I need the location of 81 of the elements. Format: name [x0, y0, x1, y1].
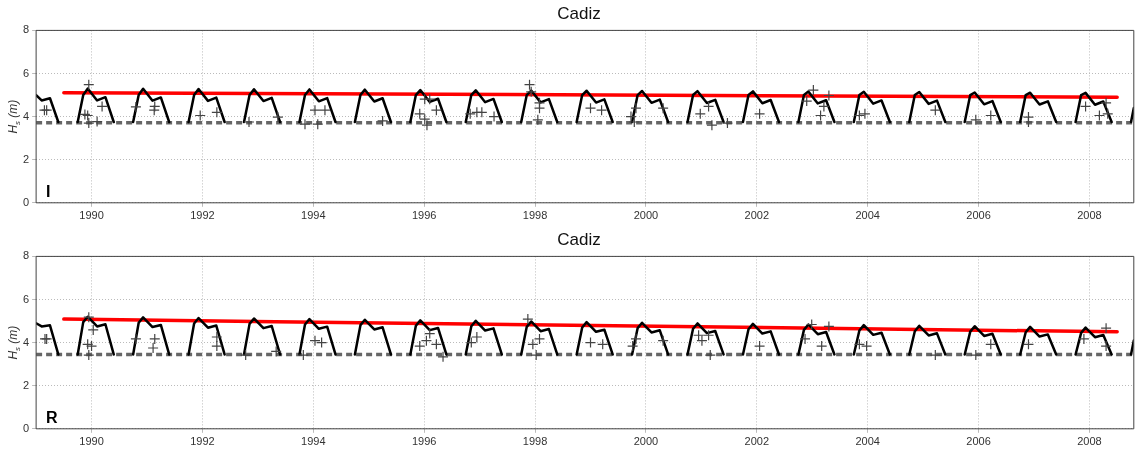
point [816, 340, 828, 352]
point [85, 340, 98, 352]
x-tick-label: 1994 [301, 209, 326, 222]
x-tick-label: 2008 [1077, 435, 1102, 448]
point [211, 340, 223, 352]
y-tick-label: 6 [22, 292, 30, 305]
x-tick-label: 2006 [966, 435, 991, 448]
point [149, 333, 161, 345]
x-tick-label: 2006 [966, 209, 991, 222]
x-tick-label: 2002 [744, 209, 770, 222]
x-tick-label: 2008 [1077, 209, 1102, 222]
point [309, 335, 321, 347]
point [211, 331, 223, 343]
y-tick-label: 8 [22, 249, 30, 262]
point [985, 338, 997, 350]
y-tick-label: 0 [22, 421, 30, 434]
point [297, 349, 309, 361]
x-tick-label: 2002 [744, 435, 770, 448]
point [83, 311, 95, 323]
point [806, 318, 818, 331]
point [240, 349, 252, 361]
point [465, 337, 477, 349]
point [627, 340, 639, 352]
point [657, 335, 669, 347]
point [853, 338, 865, 350]
chart-title: Cadiz [557, 3, 601, 23]
point [597, 338, 609, 350]
point [270, 345, 282, 358]
point [704, 349, 716, 361]
y-tick-label: 0 [22, 195, 30, 208]
point [799, 333, 811, 345]
y-tick-label: 4 [22, 335, 30, 348]
point [527, 338, 539, 350]
y-tick-label: 4 [22, 109, 30, 122]
point [1078, 333, 1090, 345]
point [530, 349, 542, 361]
point [130, 333, 142, 345]
y-tick-label: 8 [22, 23, 30, 36]
point [533, 333, 546, 345]
point [316, 337, 328, 349]
point [430, 338, 442, 350]
point [424, 327, 436, 340]
annotation: R [46, 408, 59, 426]
point [823, 320, 835, 333]
point [753, 340, 766, 352]
annotation: I [46, 182, 51, 200]
point [87, 324, 99, 336]
point [702, 329, 715, 341]
point [522, 313, 534, 325]
point [860, 340, 873, 352]
x-tick-label: 1996 [411, 435, 437, 448]
x-tick-label: 1994 [301, 435, 326, 448]
x-tick-label: 1992 [190, 209, 215, 222]
y-tick-label: 6 [22, 66, 30, 79]
point [584, 337, 597, 349]
point [420, 335, 433, 347]
point [929, 349, 941, 361]
chart-title: Cadiz [557, 229, 601, 249]
point [82, 338, 94, 350]
point [437, 351, 449, 363]
point [630, 333, 642, 345]
x-tick-label: 2000 [633, 435, 659, 448]
point [1100, 322, 1112, 334]
x-tick-label: 1990 [79, 435, 104, 448]
x-tick-label: 2000 [633, 209, 659, 222]
point [1100, 340, 1112, 352]
point [471, 331, 483, 343]
x-tick-label: 1998 [522, 435, 548, 448]
point [147, 342, 159, 354]
y-tick-label: 2 [22, 152, 30, 165]
point [970, 349, 982, 361]
x-tick-label: 1990 [79, 209, 104, 222]
point [83, 349, 95, 361]
y-tick-label: 2 [22, 378, 30, 391]
x-tick-label: 2004 [855, 209, 880, 222]
point [414, 340, 426, 352]
point [1022, 338, 1035, 350]
x-tick-label: 2004 [855, 435, 880, 448]
x-tick-label: 1998 [522, 209, 548, 222]
x-tick-label: 1996 [411, 209, 437, 222]
x-tick-label: 1992 [190, 435, 215, 448]
